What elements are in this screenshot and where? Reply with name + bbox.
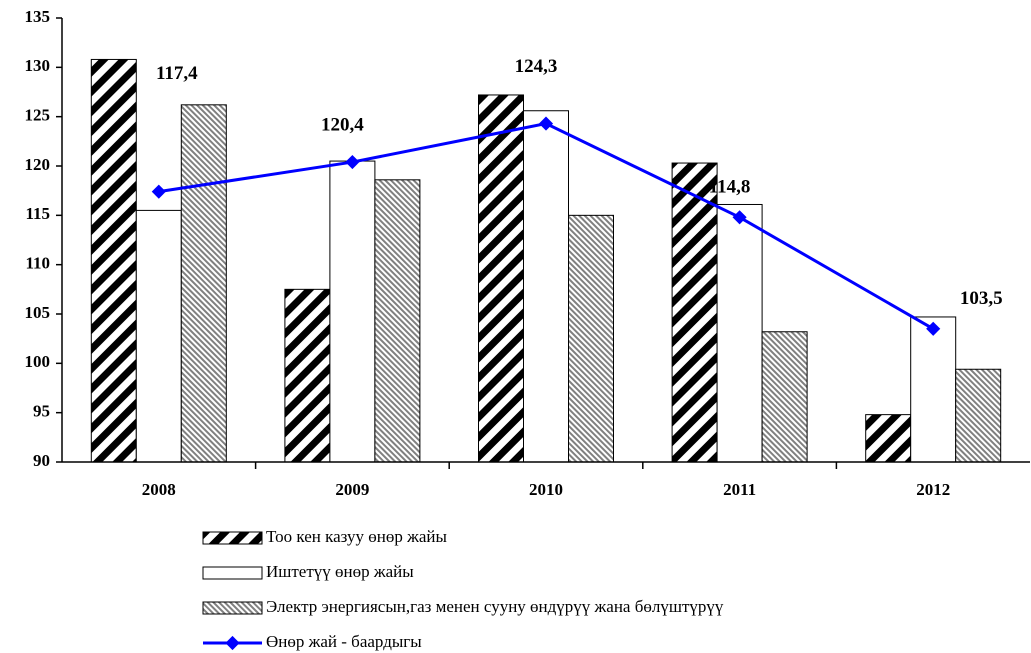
bar xyxy=(329,160,376,463)
y-tick-label: 100 xyxy=(25,352,51,371)
y-tick-label: 135 xyxy=(25,7,51,26)
y-tick-label: 125 xyxy=(25,106,51,125)
y-tick-label: 90 xyxy=(33,451,50,470)
legend-label: Иштетүү өнөр жайы xyxy=(266,562,414,581)
x-tick-label: 2011 xyxy=(723,480,756,499)
bar xyxy=(671,162,718,463)
marker xyxy=(151,184,166,199)
bar xyxy=(523,110,569,463)
legend-label: Тоо кен казуу өнөр жайы xyxy=(266,527,447,546)
data-label: 124,3 xyxy=(515,56,558,77)
bar xyxy=(180,104,227,463)
bar xyxy=(716,203,763,463)
bar xyxy=(135,209,182,463)
bar xyxy=(90,58,137,463)
bar xyxy=(955,368,1002,463)
y-tick-label: 95 xyxy=(33,402,50,421)
x-tick-label: 2010 xyxy=(529,480,563,499)
data-label: 103,5 xyxy=(960,288,1003,309)
bar xyxy=(761,331,808,463)
marker xyxy=(732,210,747,225)
y-tick-label: 130 xyxy=(25,56,51,75)
bar xyxy=(865,414,912,463)
x-tick-label: 2008 xyxy=(142,480,176,499)
data-label: 120,4 xyxy=(321,114,364,135)
marker xyxy=(538,116,554,131)
legend-swatch xyxy=(202,566,263,580)
legend-label: Электр энергиясын,газ менен сууну өндүрү… xyxy=(266,597,724,616)
bar xyxy=(568,214,614,463)
legend-swatch xyxy=(202,601,263,615)
bar xyxy=(374,179,421,463)
legend-marker xyxy=(225,635,240,651)
legend-label: Өнөр жай - баардыгы xyxy=(266,632,422,651)
y-tick-label: 120 xyxy=(25,155,51,174)
x-tick-label: 2012 xyxy=(916,480,950,499)
marker xyxy=(926,321,941,336)
data-label: 117,4 xyxy=(156,63,198,84)
marker xyxy=(345,154,360,170)
y-tick-label: 115 xyxy=(25,204,50,223)
x-tick-label: 2009 xyxy=(335,480,369,499)
data-label: 114,8 xyxy=(709,177,751,198)
y-tick-label: 105 xyxy=(25,303,51,322)
legend-swatch xyxy=(202,531,263,545)
bar xyxy=(284,288,331,463)
bar xyxy=(478,94,524,463)
bar xyxy=(910,316,957,463)
y-tick-label: 110 xyxy=(25,254,50,273)
